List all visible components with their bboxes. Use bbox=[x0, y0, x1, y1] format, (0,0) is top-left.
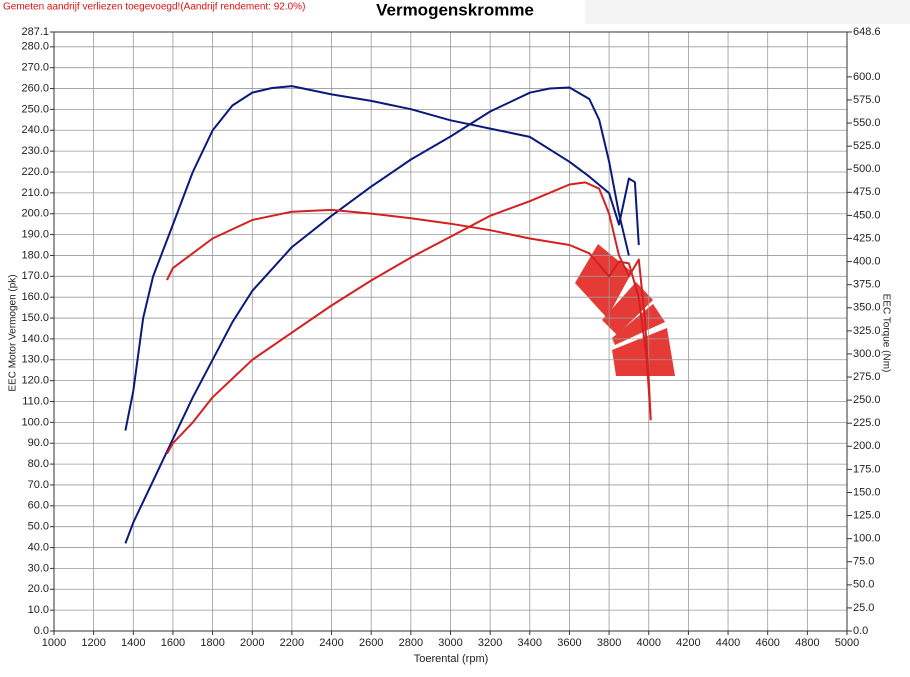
y2-tick-label: 175.0 bbox=[853, 463, 881, 475]
y2-tick-label: 325.0 bbox=[853, 325, 881, 337]
x-tick-label: 1600 bbox=[161, 637, 185, 649]
y-tick-label: 160.0 bbox=[21, 291, 49, 303]
y2-tick-label: 125.0 bbox=[853, 509, 881, 521]
y2-tick-label: 400.0 bbox=[853, 255, 881, 267]
series-line bbox=[124, 85, 640, 431]
y2-tick-label: 375.0 bbox=[853, 279, 881, 291]
y2-tick-label: 550.0 bbox=[853, 117, 881, 129]
y2-tick-label: 600.0 bbox=[853, 71, 881, 83]
x-tick-label: 5000 bbox=[835, 637, 859, 649]
x-tick-label: 1200 bbox=[81, 637, 105, 649]
y-tick-label: 210.0 bbox=[21, 187, 49, 199]
x-tick-label: 2800 bbox=[399, 637, 423, 649]
y-tick-label: 70.0 bbox=[28, 479, 49, 491]
y2-tick-label: 0.0 bbox=[853, 625, 868, 637]
y-tick-label: 10.0 bbox=[28, 604, 49, 616]
y-tick-label: 200.0 bbox=[21, 208, 49, 220]
y2-tick-label: 200.0 bbox=[853, 440, 881, 452]
y-tick-label: 190.0 bbox=[21, 228, 49, 240]
y-axis-label: EEC Motor Vermogen (pk) bbox=[8, 274, 19, 391]
series-line bbox=[166, 181, 652, 455]
y2-tick-label: 475.0 bbox=[853, 186, 881, 198]
y-tick-label: 240.0 bbox=[21, 124, 49, 136]
y2-tick-label: 575.0 bbox=[853, 94, 881, 106]
y-tick-label: 280.0 bbox=[21, 41, 49, 53]
y2-tick-label: 300.0 bbox=[853, 348, 881, 360]
y-tick-label: 50.0 bbox=[28, 521, 49, 533]
y-tick-label: 120.0 bbox=[21, 375, 49, 387]
plot-frame bbox=[53, 31, 848, 632]
y-tick-label: 270.0 bbox=[21, 62, 49, 74]
y-tick-label: 80.0 bbox=[28, 458, 49, 470]
x-tick-label: 2000 bbox=[240, 637, 264, 649]
x-axis-label: Toerental (rpm) bbox=[414, 653, 489, 665]
logo-wedge bbox=[612, 304, 665, 345]
y2-tick-label: 225.0 bbox=[853, 417, 881, 429]
y2-axis-label: EEC Torque (Nm) bbox=[880, 294, 891, 373]
y-tick-label: 140.0 bbox=[21, 333, 49, 345]
y-tick-label: 287.1 bbox=[21, 26, 49, 38]
y2-tick-label: 100.0 bbox=[853, 533, 881, 545]
x-tick-label: 1000 bbox=[42, 637, 66, 649]
y2-tick-label: 275.0 bbox=[853, 371, 881, 383]
note: Gemeten aandrijf verliezen toegevoegd!(A… bbox=[3, 2, 305, 13]
y-tick-label: 20.0 bbox=[28, 583, 49, 595]
y2-tick-label: 75.0 bbox=[853, 556, 874, 568]
x-tick-label: 2200 bbox=[280, 637, 304, 649]
y-tick-label: 220.0 bbox=[21, 166, 49, 178]
x-tick-label: 2400 bbox=[319, 637, 343, 649]
y2-tick-label: 350.0 bbox=[853, 302, 881, 314]
x-tick-label: 4400 bbox=[716, 637, 740, 649]
y-tick-label: 180.0 bbox=[21, 249, 49, 261]
x-tick-label: 3200 bbox=[478, 637, 502, 649]
y2-tick-label: 525.0 bbox=[853, 140, 881, 152]
x-tick-label: 3000 bbox=[438, 637, 462, 649]
x-tick-label: 1400 bbox=[121, 637, 145, 649]
y2-tick-label: 648.6 bbox=[853, 26, 881, 38]
logo-wedge bbox=[612, 328, 675, 376]
y2-tick-label: 425.0 bbox=[853, 232, 881, 244]
y-tick-label: 40.0 bbox=[28, 541, 49, 553]
y-tick-label: 260.0 bbox=[21, 82, 49, 94]
x-tick-label: 3600 bbox=[557, 637, 581, 649]
x-tick-label: 4600 bbox=[755, 637, 779, 649]
y-tick-label: 60.0 bbox=[28, 500, 49, 512]
y-tick-label: 130.0 bbox=[21, 354, 49, 366]
x-tick-label: 1800 bbox=[200, 637, 224, 649]
y2-tick-label: 150.0 bbox=[853, 486, 881, 498]
y2-tick-label: 25.0 bbox=[853, 602, 874, 614]
y-tick-label: 150.0 bbox=[21, 312, 49, 324]
x-tick-label: 4800 bbox=[795, 637, 819, 649]
y-tick-label: 250.0 bbox=[21, 103, 49, 115]
chart-title: Vermogenskromme bbox=[376, 0, 534, 19]
series-line bbox=[124, 86, 630, 544]
y2-tick-label: 50.0 bbox=[853, 579, 874, 591]
logo-wedge bbox=[602, 282, 653, 335]
x-tick-label: 4200 bbox=[676, 637, 700, 649]
y-tick-label: 100.0 bbox=[21, 416, 49, 428]
y-tick-label: 230.0 bbox=[21, 145, 49, 157]
x-tick-label: 3400 bbox=[518, 637, 542, 649]
x-tick-label: 4000 bbox=[637, 637, 661, 649]
y2-tick-label: 500.0 bbox=[853, 163, 881, 175]
x-tick-label: 3800 bbox=[597, 637, 621, 649]
y-tick-label: 170.0 bbox=[21, 270, 49, 282]
header-panel bbox=[585, 0, 910, 24]
y-tick-label: 30.0 bbox=[28, 562, 49, 574]
x-tick-label: 2600 bbox=[359, 637, 383, 649]
y2-tick-label: 450.0 bbox=[853, 209, 881, 221]
y-tick-label: 90.0 bbox=[28, 437, 49, 449]
y-tick-label: 110.0 bbox=[22, 395, 49, 407]
y2-tick-label: 250.0 bbox=[853, 394, 881, 406]
series-line bbox=[166, 208, 652, 419]
y-tick-label: 0.0 bbox=[34, 625, 49, 637]
